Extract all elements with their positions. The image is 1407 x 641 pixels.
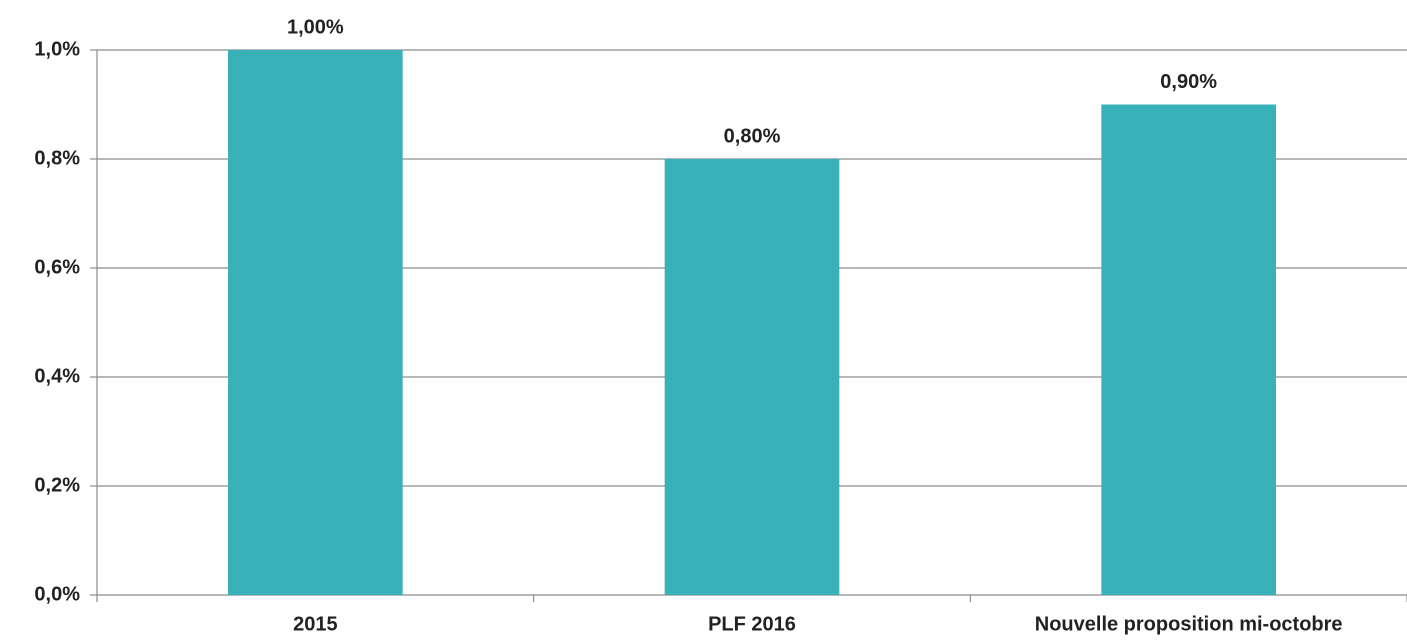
- x-tick-label: PLF 2016: [708, 613, 796, 635]
- data-label: 0,80%: [724, 125, 781, 147]
- bar: [664, 159, 840, 595]
- x-tick-label: 2015: [293, 613, 338, 635]
- bar: [228, 50, 403, 595]
- y-tick-label: 0,0%: [34, 583, 80, 605]
- y-tick-label: 0,8%: [34, 147, 80, 169]
- y-tick-label: 0,4%: [34, 365, 80, 387]
- x-tick-label: Nouvelle proposition mi-octobre: [1035, 613, 1343, 635]
- bar: [1101, 104, 1276, 595]
- data-label: 0,90%: [1160, 71, 1217, 93]
- y-tick-label: 0,2%: [34, 474, 80, 496]
- y-tick-label: 1,0%: [34, 38, 80, 60]
- data-label: 1,00%: [287, 16, 344, 38]
- y-tick-label: 0,6%: [34, 256, 80, 278]
